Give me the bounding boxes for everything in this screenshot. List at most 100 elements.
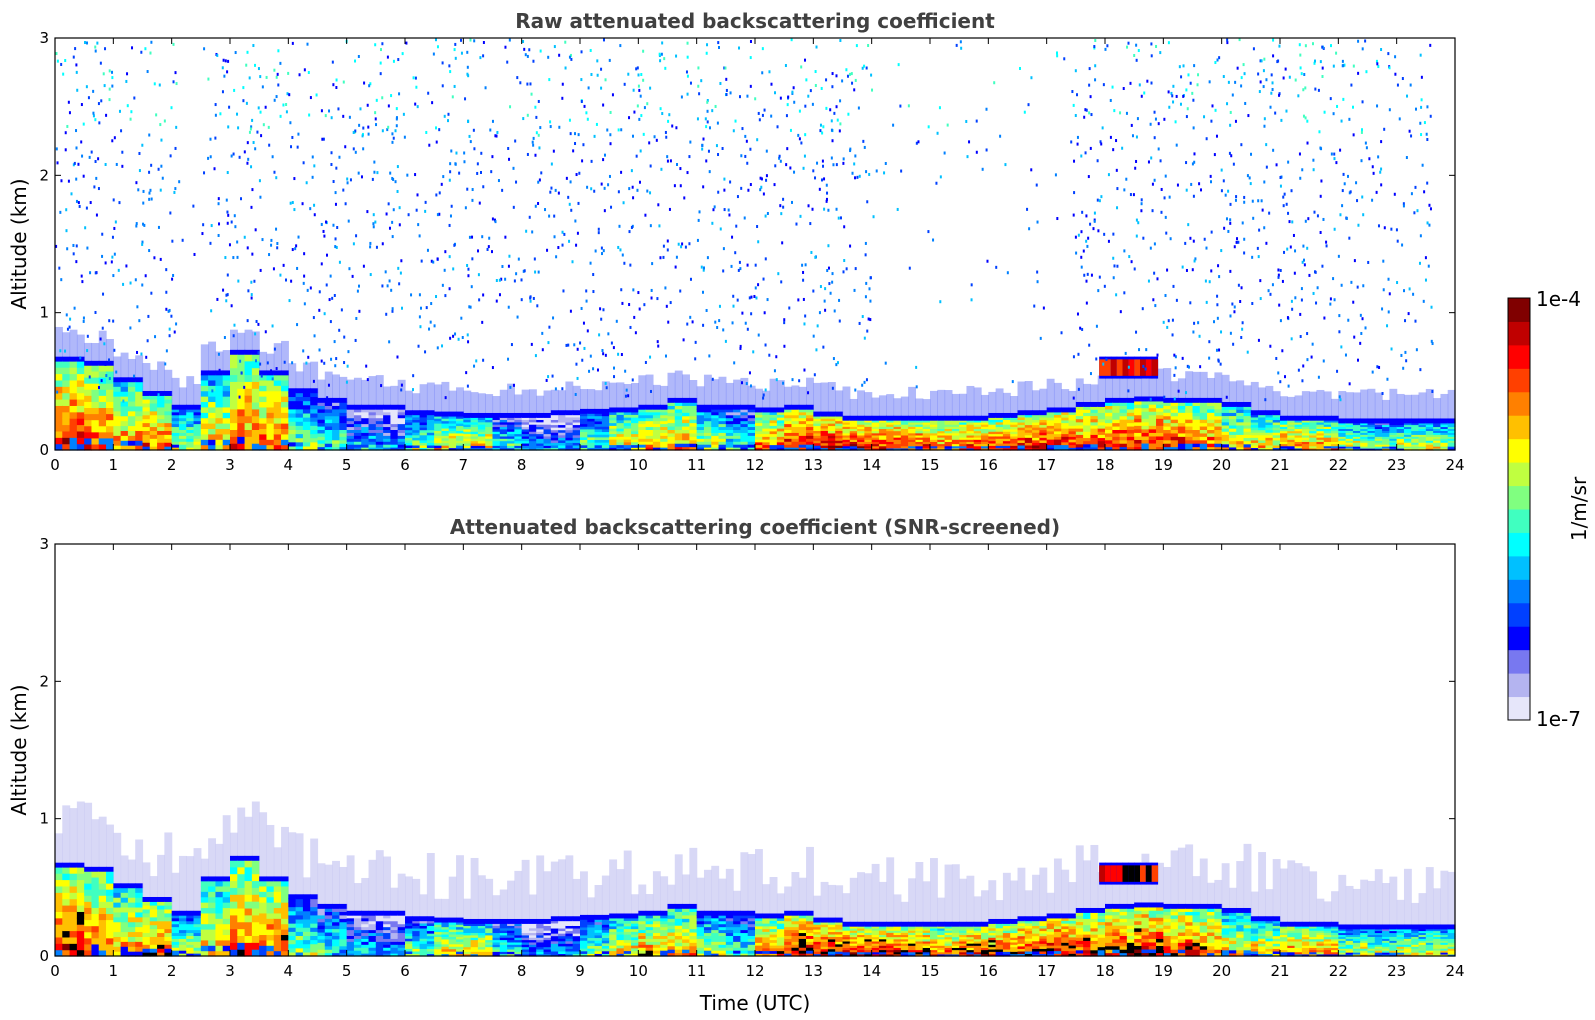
- heatmap-cell: [1280, 439, 1288, 442]
- noise-pixel: [837, 216, 840, 220]
- heatmap-cell: [1447, 389, 1456, 419]
- heatmap-cell: [638, 429, 647, 433]
- heatmap-cell: [259, 423, 268, 430]
- heatmap-cell: [514, 426, 523, 430]
- heatmap-cell: [871, 415, 880, 421]
- noise-pixel: [843, 225, 846, 229]
- heatmap-cell: [966, 421, 975, 425]
- heatmap-cell: [1403, 428, 1412, 431]
- heatmap-cell: [157, 414, 165, 420]
- heatmap-cell: [886, 441, 895, 445]
- heatmap-cell: [84, 389, 93, 396]
- heatmap-cell: [572, 385, 581, 411]
- noise-pixel: [1329, 297, 1332, 301]
- noise-pixel: [816, 161, 819, 165]
- heatmap-cell: [383, 423, 392, 428]
- heatmap-cell: [1148, 421, 1157, 426]
- heatmap-cell: [1046, 425, 1055, 429]
- noise-pixel: [739, 346, 742, 350]
- noise-pixel: [574, 219, 577, 223]
- noise-pixel: [1181, 356, 1184, 360]
- heatmap-cell: [1331, 419, 1339, 423]
- heatmap-cell: [689, 432, 698, 437]
- noise-pixel: [790, 38, 793, 42]
- heatmap-cell: [1272, 429, 1281, 433]
- heatmap-cell: [1214, 436, 1223, 441]
- heatmap-cell: [878, 419, 887, 423]
- noise-pixel: [66, 327, 69, 331]
- heatmap-cell: [1265, 419, 1274, 423]
- noise-pixel: [1405, 359, 1408, 363]
- heatmap-cell: [310, 445, 319, 451]
- heatmap-cell: [1389, 446, 1398, 449]
- noise-pixel: [1137, 49, 1140, 53]
- noise-pixel: [59, 210, 62, 214]
- noise-pixel: [1342, 64, 1345, 68]
- noise-pixel: [851, 171, 854, 175]
- heatmap-cell: [638, 417, 647, 422]
- heatmap-cell: [587, 423, 596, 427]
- noise-pixel: [572, 149, 575, 153]
- heatmap-cell: [55, 360, 63, 368]
- heatmap-cell: [696, 386, 705, 405]
- noise-pixel: [1115, 293, 1118, 297]
- heatmap-cell: [631, 441, 639, 446]
- heatmap-cell: [113, 377, 122, 383]
- heatmap-cell: [448, 418, 457, 422]
- heatmap-cell: [1440, 446, 1449, 449]
- heatmap-cell: [667, 401, 676, 406]
- heatmap-cell: [1032, 437, 1040, 441]
- heatmap-cell: [310, 404, 319, 410]
- heatmap-cell: [1075, 424, 1084, 429]
- heatmap-cell: [711, 426, 720, 430]
- noise-pixel: [1352, 64, 1355, 68]
- heatmap-cell: [1097, 406, 1106, 410]
- heatmap-cell: [718, 376, 727, 405]
- heatmap-cell: [1294, 445, 1303, 449]
- heatmap-cell: [120, 377, 129, 383]
- heatmap-cell: [900, 441, 909, 445]
- heatmap-cell: [456, 425, 464, 429]
- noise-pixel: [1193, 160, 1196, 164]
- heatmap-cell: [230, 429, 238, 437]
- heatmap-cell: [514, 435, 523, 439]
- noise-pixel: [273, 98, 276, 102]
- heatmap-cell: [930, 430, 938, 434]
- noise-pixel: [657, 344, 660, 348]
- heatmap-cell: [361, 414, 370, 419]
- noise-pixel: [466, 263, 469, 267]
- heatmap-cell: [769, 417, 778, 421]
- heatmap-cell: [397, 417, 406, 422]
- heatmap-cell: [361, 423, 370, 428]
- heatmap-cell: [601, 444, 610, 448]
- noise-pixel: [1234, 119, 1237, 123]
- noise-pixel: [1347, 318, 1350, 322]
- heatmap-cell: [930, 419, 938, 423]
- noise-pixel: [1275, 163, 1278, 167]
- noise-pixel: [512, 205, 515, 209]
- heatmap-cell: [441, 445, 450, 449]
- noise-pixel: [170, 314, 173, 318]
- noise-pixel: [325, 283, 328, 287]
- heatmap-cell: [244, 367, 253, 376]
- heatmap-cell: [310, 417, 319, 422]
- heatmap-cell: [1440, 442, 1449, 445]
- noise-pixel: [825, 199, 828, 203]
- heatmap-cell: [1163, 446, 1172, 451]
- heatmap-cell: [682, 443, 690, 448]
- heatmap-cell: [550, 414, 559, 418]
- heatmap-cell: [988, 391, 997, 413]
- heatmap-cell: [1440, 426, 1449, 430]
- heatmap-cell: [784, 420, 793, 425]
- heatmap-cell: [1425, 428, 1434, 431]
- heatmap-cell: [1112, 397, 1121, 403]
- heatmap-cell: [1053, 428, 1062, 432]
- heatmap-cell: [1331, 426, 1339, 430]
- heatmap-cell: [208, 401, 217, 408]
- heatmap-cell: [200, 344, 209, 371]
- heatmap-cell: [1425, 436, 1434, 439]
- heatmap-cell: [62, 373, 71, 381]
- noise-pixel: [169, 154, 172, 158]
- heatmap-cell: [951, 426, 960, 430]
- top-panel-title: Raw attenuated backscattering coefficien…: [515, 9, 995, 33]
